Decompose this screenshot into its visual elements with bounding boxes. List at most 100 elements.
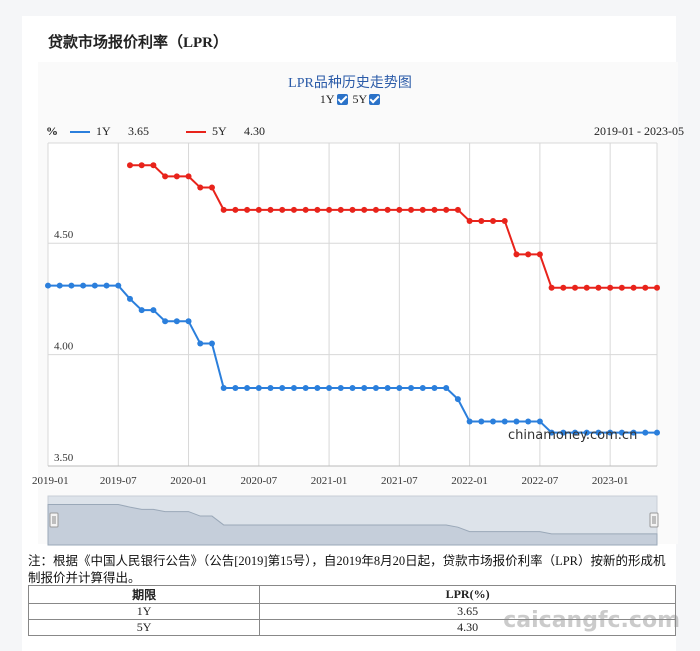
axes: 3.50 4.00 4.50 2019-01 2019-07 2020-01 2020-07… <box>32 229 657 487</box>
data-point-5y <box>536 251 543 258</box>
data-point-1y <box>419 385 426 392</box>
data-point-1y <box>103 282 110 289</box>
data-point-5y <box>267 206 274 213</box>
data-point-1y <box>267 385 274 392</box>
navigator-series-area <box>47 503 658 546</box>
data-point-1y <box>431 385 438 392</box>
data-point-1y <box>361 385 368 392</box>
legend-name-1y[interactable]: 1Y <box>96 124 111 138</box>
lpr-table: 期限 LPR(%) 1Y 3.65 5Y 4.30 <box>27 585 676 636</box>
x-tick-label: 2019-07 <box>100 475 137 487</box>
navigator-handle-left[interactable] <box>49 512 59 528</box>
x-tick-label: 2021-01 <box>311 475 348 487</box>
data-point-1y <box>548 429 555 436</box>
data-point-5y <box>244 206 251 213</box>
x-tick-label: 2019-01 <box>32 475 69 487</box>
data-point-5y <box>548 284 555 291</box>
data-point-5y <box>279 206 286 213</box>
data-point-1y <box>255 385 262 392</box>
toggle-5y-label: 5Y <box>352 92 368 106</box>
table-header-rate: LPR(%) <box>259 585 676 604</box>
data-point-1y <box>349 385 356 392</box>
navigator-handle-right[interactable] <box>649 512 659 528</box>
data-point-5y <box>618 284 625 291</box>
x-tick-label: 2022-01 <box>451 475 488 487</box>
data-point-1y <box>220 385 227 392</box>
data-point-5y <box>302 206 309 213</box>
data-point-1y <box>490 418 497 425</box>
data-point-5y <box>501 217 508 224</box>
data-point-1y <box>630 429 637 436</box>
data-point-1y <box>126 295 133 302</box>
data-point-1y <box>173 318 180 325</box>
data-point-5y <box>408 206 415 213</box>
date-range: 2019-01 - 2023-05 <box>594 124 684 138</box>
data-point-5y <box>361 206 368 213</box>
toggle-5y[interactable]: 5Y <box>353 92 381 107</box>
series-lines <box>45 162 660 436</box>
navigator <box>47 495 659 546</box>
data-point-5y <box>337 206 344 213</box>
data-point-5y <box>138 162 145 169</box>
data-point-1y <box>478 418 485 425</box>
data-point-1y <box>525 418 532 425</box>
data-point-1y <box>454 396 461 403</box>
data-point-1y <box>56 282 63 289</box>
data-point-5y <box>443 206 450 213</box>
data-point-1y <box>290 385 297 392</box>
data-point-5y <box>384 206 391 213</box>
checkbox-1y[interactable] <box>336 94 348 105</box>
table-cell-rate: 4.30 <box>259 619 676 636</box>
data-point-1y <box>150 307 157 314</box>
data-point-1y <box>396 385 403 392</box>
data-point-5y <box>583 284 590 291</box>
data-point-5y <box>150 162 157 169</box>
x-tick-label: 2021-07 <box>381 475 418 487</box>
data-point-1y <box>466 418 473 425</box>
data-point-1y <box>572 429 579 436</box>
data-point-1y <box>560 429 567 436</box>
data-point-1y <box>583 429 590 436</box>
legend-value-5y: 4.30 <box>244 124 265 138</box>
y-tick-label: 4.00 <box>54 341 74 353</box>
legend-name-5y[interactable]: 5Y <box>212 124 227 138</box>
chart-source-mark: chinamoney.com.cn <box>508 428 638 443</box>
data-point-5y <box>595 284 602 291</box>
legend-value-1y: 3.65 <box>128 124 149 138</box>
data-point-1y <box>536 418 543 425</box>
data-point-5y <box>126 162 133 169</box>
table-cell-term: 1Y <box>27 603 261 620</box>
data-point-5y <box>607 284 614 291</box>
x-tick-label: 2022-07 <box>522 475 559 487</box>
unit-label: % <box>46 124 58 138</box>
y-tick-label: 3.50 <box>54 452 74 464</box>
data-point-5y <box>173 173 180 180</box>
toggle-1y-label: 1Y <box>319 92 335 106</box>
data-point-5y <box>197 184 204 191</box>
data-point-5y <box>290 206 297 213</box>
data-point-5y <box>372 206 379 213</box>
data-point-5y <box>208 184 215 191</box>
data-point-5y <box>431 206 438 213</box>
table-header-row: 期限 LPR(%) <box>27 585 676 604</box>
data-point-5y <box>326 206 333 213</box>
x-tick-label: 2023-01 <box>592 475 629 487</box>
data-point-1y <box>197 340 204 347</box>
data-point-5y <box>630 284 637 291</box>
data-point-5y <box>185 173 192 180</box>
data-point-1y <box>607 429 614 436</box>
data-point-1y <box>326 385 333 392</box>
data-point-1y <box>372 385 379 392</box>
watermark: caicangfc.com <box>503 608 680 633</box>
data-point-1y <box>138 307 145 314</box>
table-header-term: 期限 <box>27 585 261 604</box>
plot-area <box>48 143 657 466</box>
toggle-1y[interactable]: 1Y <box>320 92 348 107</box>
data-point-1y <box>232 385 239 392</box>
data-point-5y <box>654 284 660 291</box>
checkbox-5y[interactable] <box>369 94 381 105</box>
data-point-5y <box>419 206 426 213</box>
data-point-1y <box>595 429 602 436</box>
data-point-1y <box>654 429 660 436</box>
data-point-5y <box>396 206 403 213</box>
